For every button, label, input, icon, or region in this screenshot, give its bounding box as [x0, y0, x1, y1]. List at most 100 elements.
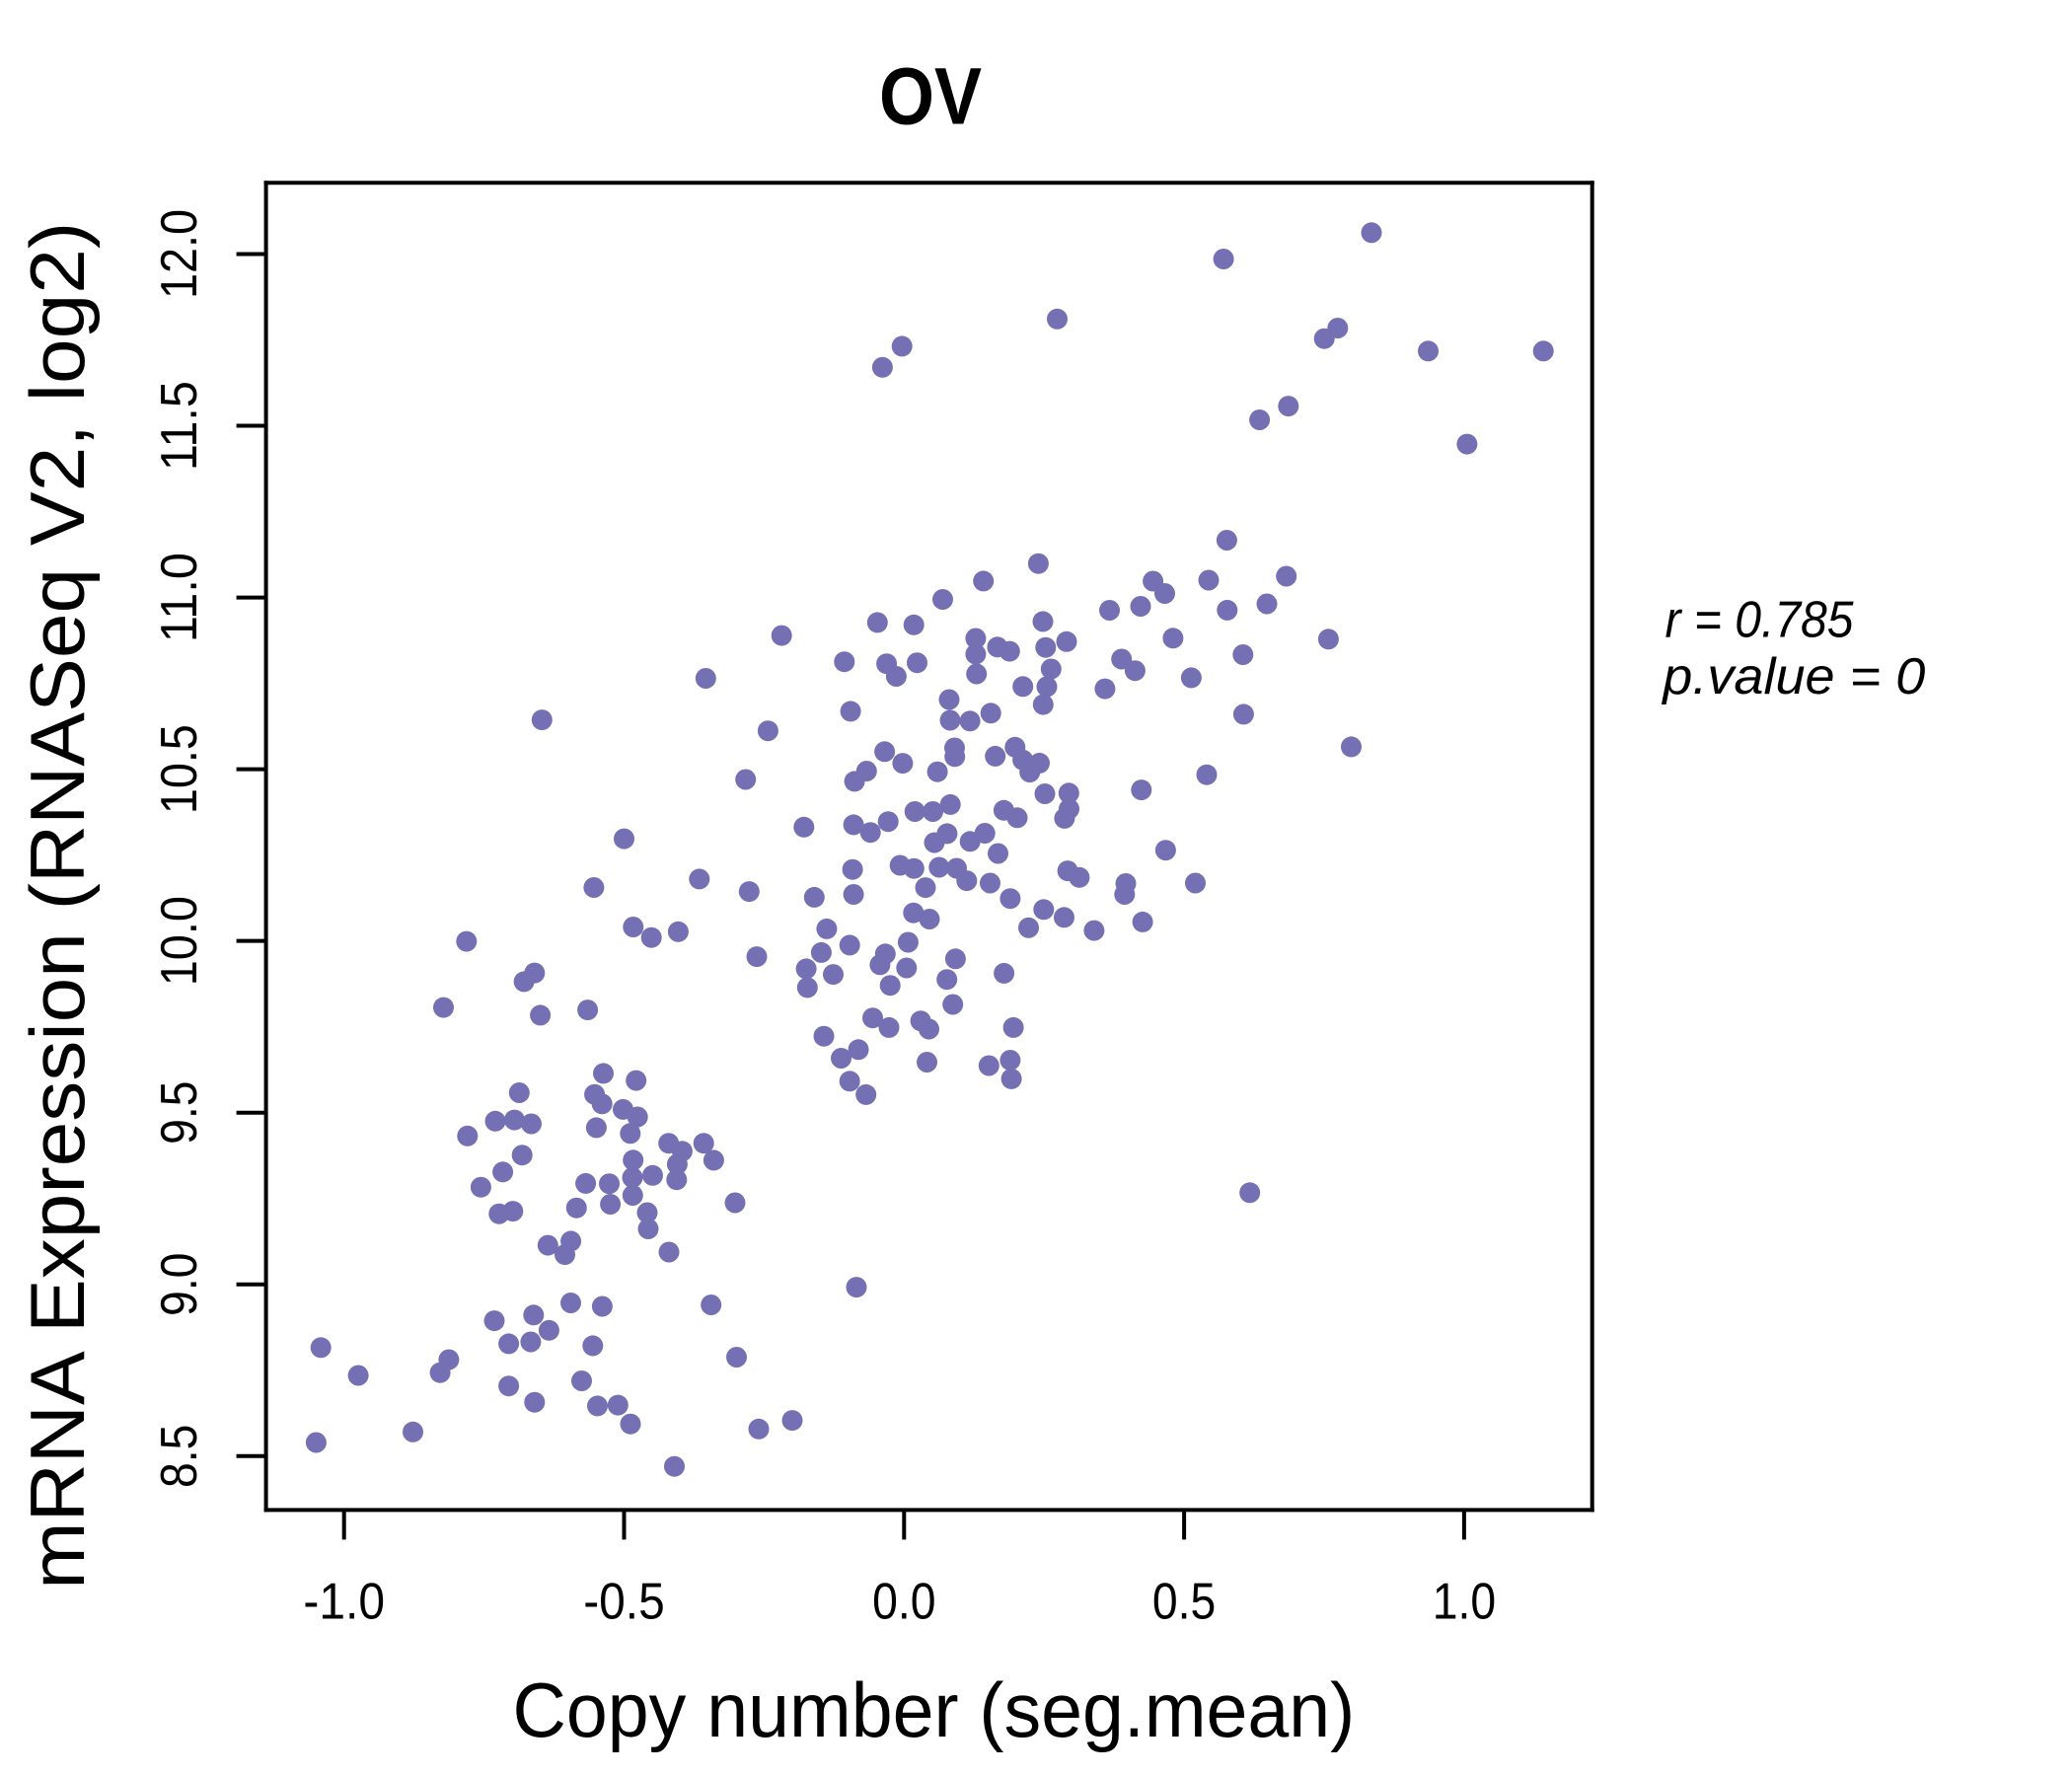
scatter-point	[1018, 917, 1039, 938]
scatter-point	[994, 962, 1015, 984]
scatter-point	[944, 746, 966, 768]
scatter-point	[622, 1167, 643, 1188]
scatter-point	[903, 857, 925, 879]
scatter-point	[855, 1083, 877, 1105]
scatter-point	[1317, 629, 1339, 650]
scatter-point	[877, 811, 899, 833]
scatter-point	[1198, 569, 1220, 591]
scatter-point	[1114, 884, 1136, 905]
x-tick-label: 0.5	[1152, 1573, 1216, 1630]
scatter-point	[600, 1194, 622, 1215]
scatter-point	[555, 1244, 575, 1266]
scatter-point	[531, 709, 553, 731]
scatter-point	[846, 1277, 867, 1298]
scatter-point	[738, 881, 760, 903]
scatter-point	[695, 668, 716, 689]
scatter-point	[923, 801, 943, 822]
scatter-point	[1180, 667, 1202, 689]
scatter-point	[1002, 1016, 1024, 1038]
scatter-point	[626, 1070, 647, 1091]
scatter-point	[1130, 596, 1151, 617]
scatter-point	[878, 1016, 900, 1038]
x-axis: -1.0 -0.5 0.0 0.5 1.0	[263, 1508, 1594, 1630]
y-tick-label: 11.0	[151, 553, 208, 642]
scatter-point	[503, 1109, 525, 1131]
plot-box	[263, 181, 1594, 1513]
scatter-point	[926, 761, 948, 782]
scatter-point	[874, 741, 896, 763]
scatter-point	[944, 948, 966, 970]
scatter-point	[757, 720, 778, 742]
scatter-point	[978, 1055, 999, 1076]
scatter-point	[524, 962, 546, 984]
scatter-point	[1047, 308, 1068, 330]
scatter-point	[498, 1375, 520, 1397]
scatter-point	[1278, 396, 1299, 417]
scatter-point	[593, 1063, 614, 1084]
scatter-point	[1054, 807, 1075, 829]
scatter-point	[795, 958, 817, 980]
scatter-point	[904, 801, 925, 822]
scatter-point	[855, 761, 877, 781]
scatter-point	[746, 946, 768, 968]
y-axis-title: mRNA Expression (RNASeq V2, log2)	[14, 222, 101, 1590]
scatter-point	[842, 858, 863, 880]
scatter-point	[470, 1176, 491, 1198]
scatter-point	[636, 1202, 658, 1223]
scatter-point	[771, 625, 792, 646]
scatter-point	[667, 921, 689, 942]
scatter-point	[1099, 600, 1120, 621]
scatter-point	[907, 652, 927, 674]
scatter-point	[583, 877, 605, 898]
scatter-point	[810, 941, 832, 963]
scatter-point	[973, 570, 995, 592]
scatter-point	[492, 1161, 514, 1183]
scatter-point	[917, 1052, 937, 1073]
scatter-point	[781, 1410, 803, 1432]
scatter-point	[724, 1192, 746, 1214]
scatter-point	[1056, 630, 1077, 652]
scatter-point	[843, 814, 864, 836]
scatter-point	[1000, 1068, 1022, 1089]
scatter-point	[689, 868, 710, 890]
y-tick-label: 10.0	[151, 896, 208, 986]
scatter-point	[623, 1149, 644, 1171]
scatter-point	[859, 822, 881, 844]
scatter-point	[403, 1421, 423, 1443]
scatter-point	[871, 356, 893, 378]
x-axis-title: Copy number (seg.mean)	[513, 1666, 1356, 1753]
scatter-point	[939, 709, 961, 731]
scatter-point	[938, 689, 960, 710]
scatter-point	[666, 1153, 688, 1175]
scatter-point	[1029, 752, 1050, 774]
x-tick-label: -1.0	[303, 1573, 385, 1630]
scatter-point	[591, 1093, 613, 1115]
scatter-point	[1083, 920, 1105, 941]
scatter-point	[999, 888, 1021, 910]
scatter-point	[530, 1004, 552, 1026]
scatter-point	[885, 666, 907, 687]
scatter-point	[666, 1169, 688, 1191]
y-tick-label: 9.0	[151, 1253, 208, 1316]
scatter-point	[1232, 703, 1254, 725]
scatter-point	[1256, 593, 1278, 615]
scatter-point	[524, 1391, 546, 1413]
scatter-point	[1132, 911, 1153, 932]
scatter-point	[1249, 409, 1271, 430]
scatter-point	[879, 975, 901, 997]
scatter-point	[726, 1347, 747, 1368]
scatter-point	[980, 872, 1000, 894]
scatter-point	[988, 843, 1008, 864]
scatter-point	[587, 1395, 608, 1417]
scatter-point	[502, 1201, 524, 1222]
scatter-point	[347, 1365, 369, 1386]
scatter-point	[599, 1173, 620, 1195]
scatter-point	[1034, 783, 1056, 804]
scatter-point	[1035, 636, 1057, 658]
scatter-point	[1162, 628, 1184, 649]
scatter-point	[511, 1145, 533, 1166]
scatter-point	[1027, 553, 1049, 574]
scatter-point	[834, 651, 855, 673]
scatter-point	[1217, 599, 1238, 621]
